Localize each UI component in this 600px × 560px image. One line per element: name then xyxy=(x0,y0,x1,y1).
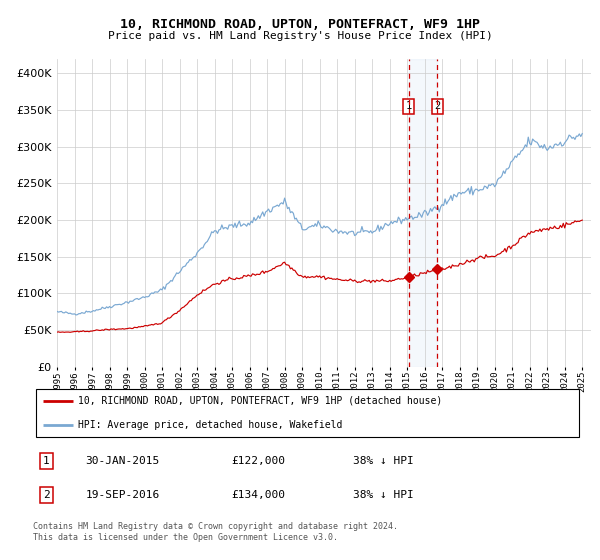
Text: 2: 2 xyxy=(434,101,440,111)
Text: 1: 1 xyxy=(406,101,412,111)
Bar xyxy=(409,59,437,367)
Text: £122,000: £122,000 xyxy=(232,456,286,466)
Text: 19-SEP-2016: 19-SEP-2016 xyxy=(85,489,160,500)
Text: Price paid vs. HM Land Registry's House Price Index (HPI): Price paid vs. HM Land Registry's House … xyxy=(107,31,493,41)
Text: 1: 1 xyxy=(43,456,50,466)
Text: 38% ↓ HPI: 38% ↓ HPI xyxy=(353,489,414,500)
Text: 10, RICHMOND ROAD, UPTON, PONTEFRACT, WF9 1HP: 10, RICHMOND ROAD, UPTON, PONTEFRACT, WF… xyxy=(120,18,480,31)
Text: 30-JAN-2015: 30-JAN-2015 xyxy=(85,456,160,466)
Text: HPI: Average price, detached house, Wakefield: HPI: Average price, detached house, Wake… xyxy=(78,419,343,430)
Text: 38% ↓ HPI: 38% ↓ HPI xyxy=(353,456,414,466)
Text: Contains HM Land Registry data © Crown copyright and database right 2024.
This d: Contains HM Land Registry data © Crown c… xyxy=(33,522,398,542)
Text: £134,000: £134,000 xyxy=(232,489,286,500)
FancyBboxPatch shape xyxy=(36,389,580,437)
Text: 2: 2 xyxy=(43,489,50,500)
Text: 10, RICHMOND ROAD, UPTON, PONTEFRACT, WF9 1HP (detached house): 10, RICHMOND ROAD, UPTON, PONTEFRACT, WF… xyxy=(78,396,443,406)
